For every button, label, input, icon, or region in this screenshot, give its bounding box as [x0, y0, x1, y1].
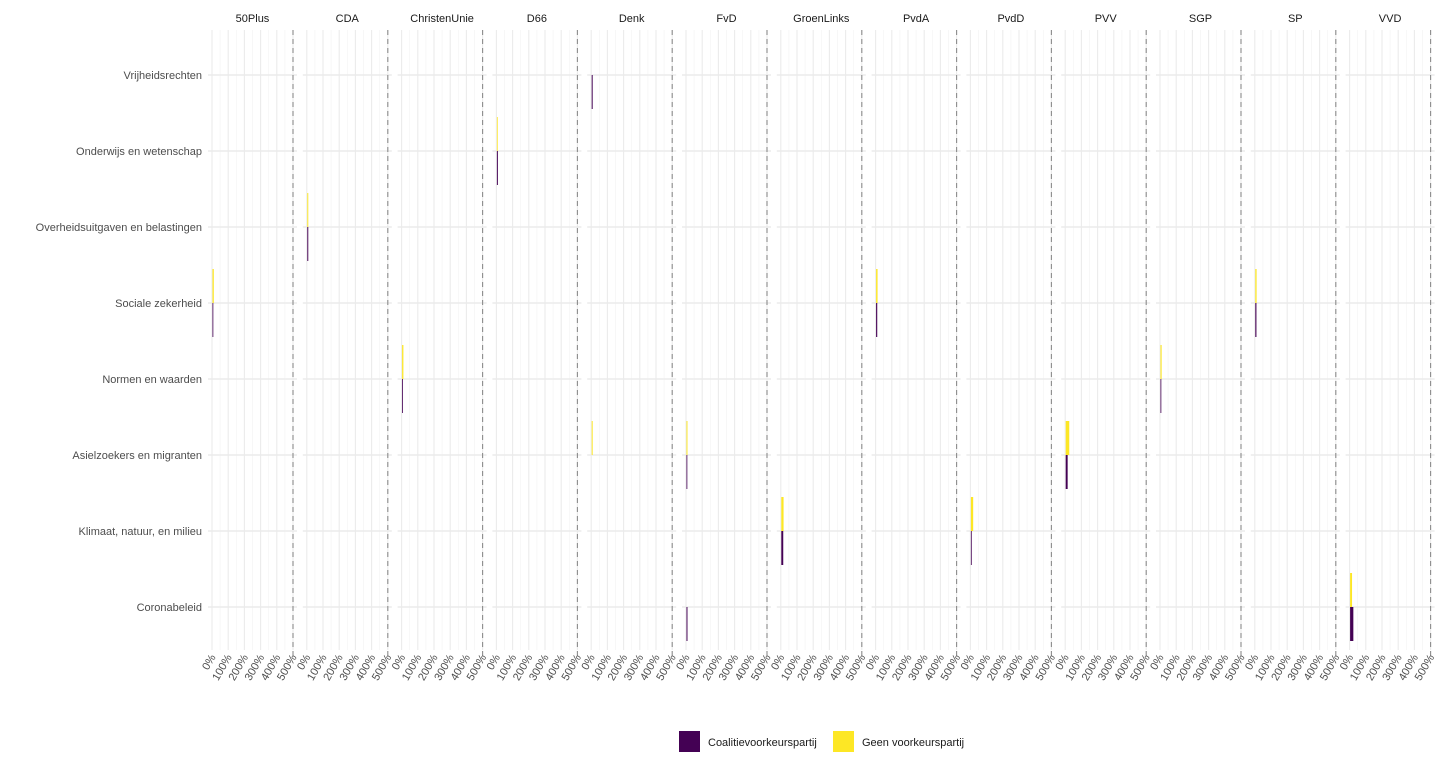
facet-title-christenunie: ChristenUnie: [410, 13, 474, 25]
bar-coalitievoorkeurspartij-pvdd-klimaat-natuur-en-milieu: [970, 531, 972, 565]
y-tick-label-asielzoekers-en-migranten: Asielzoekers en migranten: [72, 450, 202, 462]
y-tick-label-normen-en-waarden: Normen en waarden: [102, 374, 202, 386]
bar-geen-voorkeurspartij-50plus-sociale-zekerheid: [212, 269, 214, 303]
bar-geen-voorkeurspartij-sgp-normen-en-waarden: [1160, 345, 1162, 379]
facet-title-vvd: VVD: [1379, 13, 1402, 25]
y-tick-label-klimaat-natuur-en-milieu: Klimaat, natuur, en milieu: [78, 526, 202, 538]
bar-coalitievoorkeurspartij-sp-sociale-zekerheid: [1255, 303, 1257, 337]
facet-title-pvv: PVV: [1095, 13, 1118, 25]
bar-geen-voorkeurspartij-pvdd-klimaat-natuur-en-milieu: [970, 497, 974, 531]
bar-geen-voorkeurspartij-sp-sociale-zekerheid: [1255, 269, 1257, 303]
facet-title-groenlinks: GroenLinks: [793, 13, 850, 25]
facet-title-fvd: FvD: [716, 13, 736, 25]
facet-title-sgp: SGP: [1189, 13, 1212, 25]
facet-title-cda: CDA: [336, 13, 360, 25]
y-tick-label-onderwijs-en-wetenschap: Onderwijs en wetenschap: [76, 146, 202, 158]
bar-coalitievoorkeurspartij-pvv-asielzoekers-en-migranten: [1065, 455, 1068, 489]
bar-geen-voorkeurspartij-groenlinks-klimaat-natuur-en-milieu: [781, 497, 784, 531]
bar-geen-voorkeurspartij-denk-asielzoekers-en-migranten: [591, 421, 593, 455]
bar-coalitievoorkeurspartij-christenunie-normen-en-waarden: [402, 379, 403, 413]
bar-geen-voorkeurspartij-d66-onderwijs-en-wetenschap: [496, 117, 498, 151]
facet-title-pvdd: PvdD: [997, 13, 1024, 25]
bar-coalitievoorkeurspartij-50plus-sociale-zekerheid: [212, 303, 214, 337]
facet-title-d66: D66: [527, 13, 547, 25]
bar-coalitievoorkeurspartij-fvd-coronabeleid: [686, 607, 688, 641]
bar-geen-voorkeurspartij-cda-overheidsuitgaven-en-belastingen: [307, 193, 309, 227]
legend-label-coalitievoorkeurspartij: Coalitievoorkeurspartij: [708, 737, 817, 749]
bar-geen-voorkeurspartij-vvd-coronabeleid: [1350, 573, 1353, 607]
bar-coalitievoorkeurspartij-sgp-normen-en-waarden: [1160, 379, 1162, 413]
bar-coalitievoorkeurspartij-fvd-asielzoekers-en-migranten: [686, 455, 688, 489]
legend-label-geen-voorkeurspartij: Geen voorkeurspartij: [862, 737, 964, 749]
legend-swatch-coalitievoorkeurspartij: [679, 731, 700, 752]
legend-swatch-geen-voorkeurspartij: [833, 731, 854, 752]
facet-title-denk: Denk: [619, 13, 645, 25]
y-tick-label-vrijheidsrechten: Vrijheidsrechten: [124, 70, 202, 82]
bar-coalitievoorkeurspartij-pvda-sociale-zekerheid: [876, 303, 878, 337]
facet-title-pvda: PvdA: [903, 13, 930, 25]
bar-coalitievoorkeurspartij-cda-overheidsuitgaven-en-belastingen: [307, 227, 309, 261]
bar-geen-voorkeurspartij-christenunie-normen-en-waarden: [402, 345, 404, 379]
bar-geen-voorkeurspartij-fvd-asielzoekers-en-migranten: [686, 421, 688, 455]
facet-title-50plus: 50Plus: [236, 13, 270, 25]
y-tick-label-coronabeleid: Coronabeleid: [137, 602, 202, 614]
bar-coalitievoorkeurspartij-d66-onderwijs-en-wetenschap: [496, 151, 498, 185]
bar-coalitievoorkeurspartij-groenlinks-klimaat-natuur-en-milieu: [781, 531, 784, 565]
bar-geen-voorkeurspartij-pvda-sociale-zekerheid: [876, 269, 878, 303]
facet-title-sp: SP: [1288, 13, 1303, 25]
y-tick-label-sociale-zekerheid: Sociale zekerheid: [115, 298, 202, 310]
bar-geen-voorkeurspartij-pvv-asielzoekers-en-migranten: [1065, 421, 1070, 455]
bar-coalitievoorkeurspartij-denk-vrijheidsrechten: [591, 75, 593, 109]
bar-coalitievoorkeurspartij-vvd-coronabeleid: [1350, 607, 1354, 641]
y-tick-label-overheidsuitgaven-en-belastingen: Overheidsuitgaven en belastingen: [36, 222, 202, 234]
